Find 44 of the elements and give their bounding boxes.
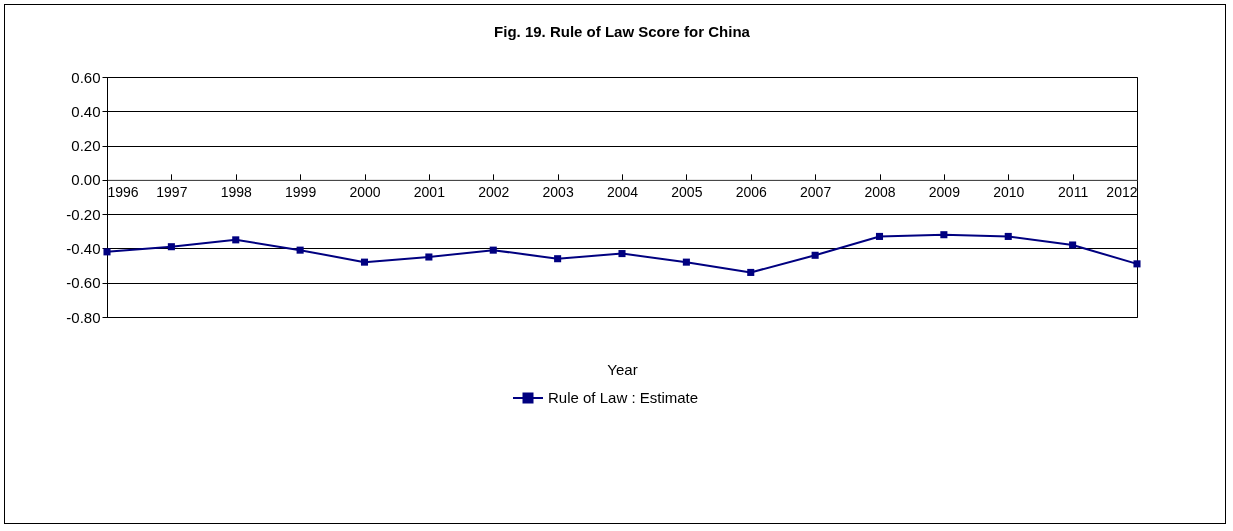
legend-label: Rule of Law : Estimate bbox=[548, 389, 699, 406]
x-tick-label: 2004 bbox=[606, 184, 639, 201]
point bbox=[618, 250, 626, 258]
point bbox=[875, 232, 884, 240]
x-axis-title: Year bbox=[607, 360, 638, 378]
y-tick-label: -0.20 bbox=[66, 205, 101, 223]
x-tick-label: 1998 bbox=[220, 184, 253, 201]
point bbox=[232, 236, 240, 244]
x-tick-label: 1997 bbox=[156, 184, 188, 201]
x-tick-label: 2006 bbox=[735, 184, 768, 201]
y-tick-label: 0.60 bbox=[71, 68, 101, 86]
point bbox=[1133, 260, 1141, 268]
point bbox=[682, 258, 690, 266]
point bbox=[811, 251, 819, 259]
x-tick-label: 2012 bbox=[1106, 184, 1138, 201]
point bbox=[1069, 241, 1077, 249]
y-tick-label: -0.60 bbox=[66, 274, 101, 292]
point bbox=[489, 246, 497, 254]
x-tick-label: 2011 bbox=[1058, 184, 1089, 201]
point bbox=[425, 253, 433, 261]
x-tick-label: 1996 bbox=[107, 184, 139, 201]
point bbox=[360, 258, 369, 266]
chart-title: Fig. 19. Rule of Law Score for China bbox=[494, 23, 751, 40]
x-tick-label: 2010 bbox=[993, 184, 1025, 201]
x-tick-label: 2000 bbox=[349, 184, 381, 201]
x-tick-label: 2005 bbox=[671, 184, 703, 201]
y-tick-label: 0.20 bbox=[71, 137, 101, 155]
x-tick-label: 2009 bbox=[928, 184, 961, 201]
y-tick-label: -0.80 bbox=[66, 308, 101, 326]
x-tick-label: 2007 bbox=[800, 184, 832, 201]
x-tick-label: 2002 bbox=[478, 184, 510, 201]
point bbox=[1004, 232, 1012, 240]
x-tick-label: 1999 bbox=[285, 184, 317, 201]
y-tick-label: 0.00 bbox=[71, 171, 101, 189]
x-tick-label: 2001 bbox=[413, 184, 446, 201]
x-tick-label: 2003 bbox=[542, 184, 574, 201]
point bbox=[167, 243, 175, 251]
x-tick-label: 2008 bbox=[864, 184, 896, 201]
point bbox=[554, 255, 562, 263]
point bbox=[296, 246, 304, 254]
point bbox=[747, 268, 755, 276]
y-tick-label: 0.40 bbox=[71, 102, 101, 120]
point bbox=[940, 231, 948, 239]
y-tick-label: -0.40 bbox=[66, 239, 101, 257]
